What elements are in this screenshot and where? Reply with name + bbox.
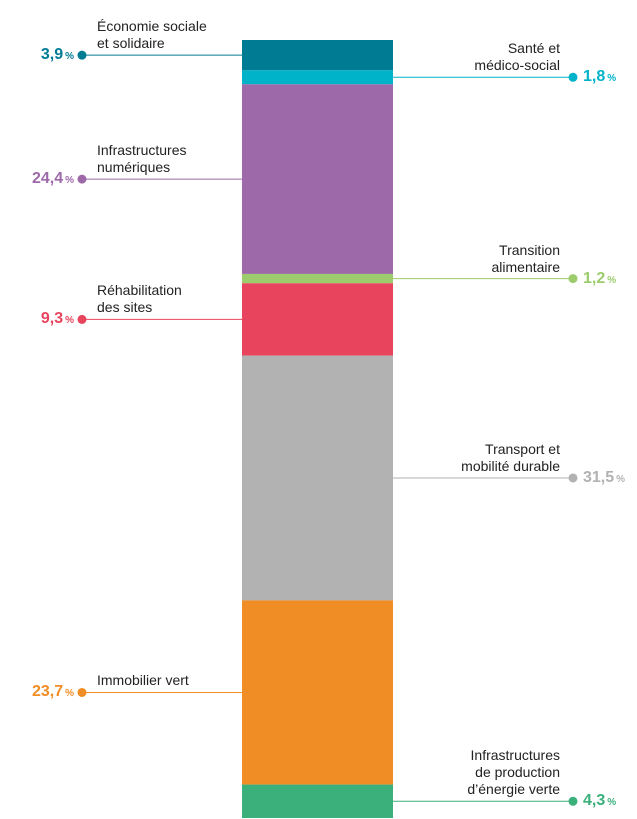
bar-segment bbox=[242, 600, 393, 785]
value-unit: % bbox=[607, 73, 617, 85]
bar-segment bbox=[242, 84, 393, 274]
value-label: 31,5% bbox=[583, 469, 625, 489]
value-label: 23,7% bbox=[32, 683, 74, 703]
segment-name: Infrastructures numériques bbox=[97, 142, 187, 176]
segment-name: Transition alimentaire bbox=[491, 241, 560, 275]
bar-segment bbox=[242, 355, 393, 601]
leader-dot bbox=[568, 274, 578, 284]
leader-dot bbox=[77, 50, 87, 60]
value-label: 24,4% bbox=[32, 170, 74, 190]
segment-name: Transport et mobilité durable bbox=[461, 440, 560, 474]
value-label: 9,3% bbox=[41, 310, 74, 330]
segment-name: Économie sociale et solidaire bbox=[97, 18, 207, 52]
bar-segment bbox=[242, 784, 393, 818]
segment-name: Réhabilitation des sites bbox=[97, 282, 182, 316]
leader-dot bbox=[568, 72, 578, 82]
leader-dot bbox=[77, 174, 87, 184]
value-unit: % bbox=[65, 315, 74, 327]
leader-dot bbox=[568, 473, 578, 483]
segment-name: Immobilier vert bbox=[97, 672, 189, 689]
value-number: 24,4 bbox=[31, 170, 64, 188]
value-number: 31,5 bbox=[583, 468, 615, 486]
value-number: 23,7 bbox=[31, 683, 64, 701]
value-unit: % bbox=[616, 473, 626, 485]
segment-name: Infrastructures de production d’énergie … bbox=[467, 747, 560, 798]
value-number: 9,3 bbox=[40, 310, 64, 328]
value-label: 1,8% bbox=[583, 68, 616, 88]
value-label: 1,2% bbox=[583, 270, 616, 290]
value-number: 3,9 bbox=[40, 46, 64, 64]
bar-segment bbox=[242, 273, 393, 284]
bar-segment bbox=[242, 40, 393, 71]
value-number: 4,3 bbox=[583, 792, 606, 810]
value-unit: % bbox=[607, 274, 617, 286]
bar-segment bbox=[242, 70, 393, 85]
value-number: 1,8 bbox=[583, 68, 606, 86]
leader-dot bbox=[77, 314, 87, 324]
value-label: 3,9% bbox=[41, 46, 74, 66]
value-unit: % bbox=[607, 797, 617, 809]
value-unit: % bbox=[65, 51, 74, 63]
leader-dot bbox=[77, 687, 87, 697]
leader-dot bbox=[568, 796, 578, 806]
value-number: 1,2 bbox=[583, 269, 606, 287]
bar-segment bbox=[242, 283, 393, 356]
value-unit: % bbox=[65, 175, 74, 187]
value-label: 4,3% bbox=[583, 792, 616, 812]
value-unit: % bbox=[65, 688, 74, 700]
segment-name: Santé et médico-social bbox=[474, 40, 560, 74]
